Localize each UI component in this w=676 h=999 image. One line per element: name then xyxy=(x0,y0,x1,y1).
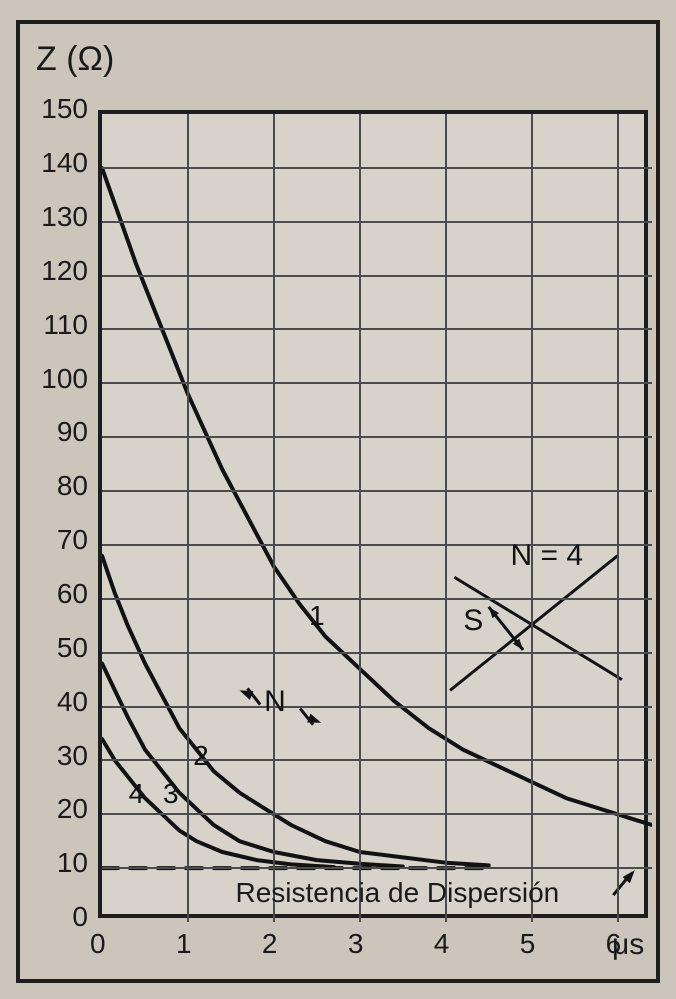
series-label-2: 2 xyxy=(193,740,209,772)
y-tick-label: 120 xyxy=(41,255,88,287)
grid-line-v xyxy=(273,114,275,922)
n-annotation-label: N xyxy=(264,685,286,719)
grid-line-v xyxy=(445,114,447,922)
x-tick-label: 3 xyxy=(348,928,364,960)
series-1 xyxy=(102,168,652,825)
y-tick-label: 60 xyxy=(57,578,88,610)
y-tick-label: 140 xyxy=(41,147,88,179)
y-tick-label: 150 xyxy=(41,93,88,125)
plot-svg xyxy=(102,114,652,922)
plot-area xyxy=(98,110,648,918)
reference-line-label: Resistencia de Dispersión xyxy=(236,877,560,909)
x-tick-label: 1 xyxy=(176,928,192,960)
y-tick-label: 70 xyxy=(57,524,88,556)
y-tick-label: 20 xyxy=(57,793,88,825)
y-tick-label: 110 xyxy=(43,309,88,341)
grid-line-h xyxy=(102,706,652,708)
grid-line-v xyxy=(187,114,189,922)
grid-line-v xyxy=(617,114,619,922)
page: Z (Ω) μs 0102030405060708090100110120130… xyxy=(0,0,676,999)
y-tick-label: 50 xyxy=(57,632,88,664)
y-tick-label: 40 xyxy=(57,686,88,718)
series-label-3: 3 xyxy=(163,778,179,810)
x-tick-label: 4 xyxy=(434,928,450,960)
y-tick-label: 90 xyxy=(57,416,88,448)
grid-line-h xyxy=(102,328,652,330)
x-tick-label: 0 xyxy=(90,928,106,960)
grid-line-h xyxy=(102,167,652,169)
y-tick-label: 80 xyxy=(57,470,88,502)
x-tick-label: 2 xyxy=(262,928,278,960)
grid-line-v xyxy=(359,114,361,922)
y-tick-label: 100 xyxy=(41,363,88,395)
inset-label-N_eq_4: N = 4 xyxy=(511,539,584,573)
series-label-1: 1 xyxy=(309,600,325,632)
grid-line-h xyxy=(102,490,652,492)
grid-line-h xyxy=(102,598,652,600)
grid-line-h xyxy=(102,221,652,223)
grid-line-h xyxy=(102,382,652,384)
grid-line-h xyxy=(102,652,652,654)
grid-line-h xyxy=(102,275,652,277)
grid-line-v xyxy=(531,114,533,922)
y-tick-label: 0 xyxy=(72,901,88,933)
grid-line-h xyxy=(102,759,652,761)
series-2 xyxy=(102,556,489,866)
grid-line-h xyxy=(102,867,652,869)
grid-line-h xyxy=(102,436,652,438)
y-tick-label: 10 xyxy=(57,847,88,879)
y-tick-label: 130 xyxy=(41,201,88,233)
grid-line-h xyxy=(102,813,652,815)
x-tick-label: 5 xyxy=(520,928,536,960)
y-tick-label: 30 xyxy=(57,740,88,772)
x-tick-label: 6 xyxy=(606,928,622,960)
inset-label-S: S xyxy=(463,604,483,638)
series-label-4: 4 xyxy=(129,778,145,810)
y-axis-label: Z (Ω) xyxy=(36,40,114,79)
